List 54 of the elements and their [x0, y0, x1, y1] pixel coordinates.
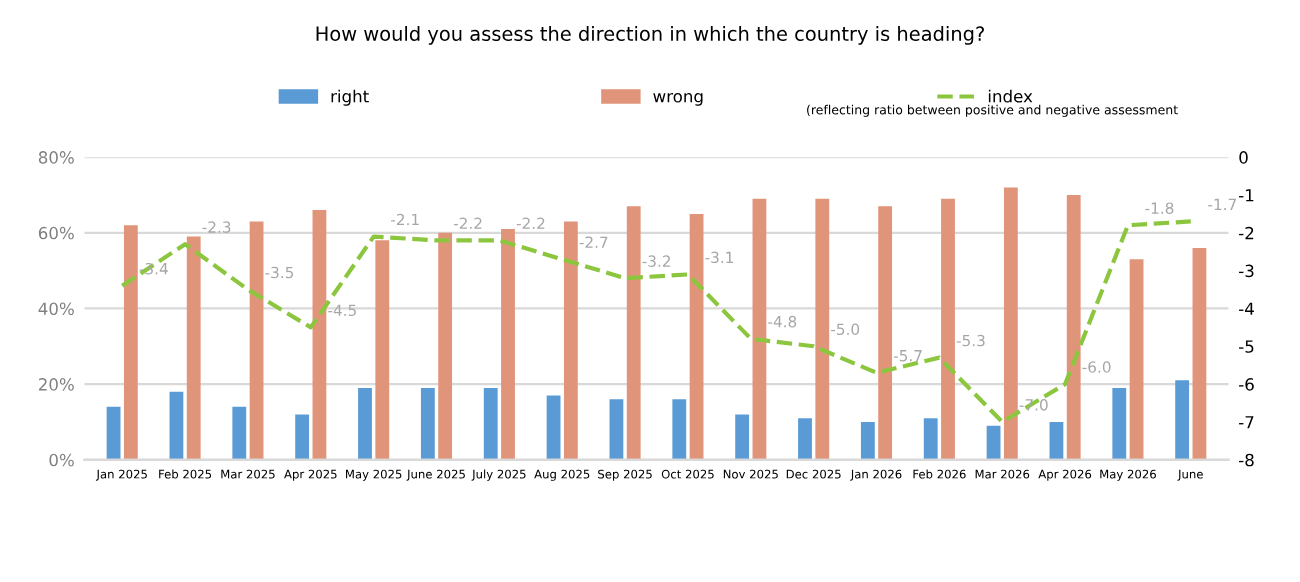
- bar: [986, 425, 1001, 460]
- bar: [546, 395, 561, 460]
- bar: [375, 240, 390, 460]
- chart-title: How would you assess the direction in which the country is heading?: [316, 25, 984, 45]
- bar: [878, 206, 893, 460]
- bar: [941, 198, 955, 460]
- bar: [609, 399, 624, 460]
- bar: [186, 236, 201, 460]
- bar: [358, 387, 372, 460]
- bar: [1049, 421, 1064, 460]
- bar: [1112, 387, 1127, 460]
- y2-tick-label: -1: [1239, 189, 1254, 202]
- bar: [563, 221, 578, 460]
- legend-label: index: [988, 89, 1033, 103]
- y2-tick-label: -3: [1239, 264, 1254, 278]
- y2-tick-label: -2: [1239, 226, 1254, 240]
- y2-tick-label: 0: [1239, 151, 1248, 164]
- bar: [1003, 187, 1018, 460]
- bar: [1129, 259, 1144, 460]
- y2-tick-label: -5: [1239, 340, 1254, 353]
- bar: [672, 399, 687, 460]
- bar: [798, 418, 812, 460]
- legend-label: right: [331, 89, 369, 106]
- y-tick-label: 60%: [38, 226, 74, 240]
- y-tick-label: 20%: [38, 378, 74, 391]
- bar: [123, 225, 138, 460]
- bar: [752, 198, 767, 460]
- bar: [689, 213, 704, 460]
- bar: [483, 387, 498, 460]
- bar: [815, 198, 830, 460]
- legend-label: wrong: [653, 93, 703, 106]
- bar: [420, 387, 435, 460]
- bar: [735, 414, 750, 460]
- bar: [106, 406, 121, 460]
- y-tick-label: 80%: [38, 151, 74, 164]
- y-tick-label: 40%: [38, 302, 74, 316]
- bar: [626, 206, 641, 460]
- bar: [860, 421, 875, 460]
- bar: [501, 229, 515, 460]
- bar: [169, 391, 184, 460]
- bar: [249, 221, 264, 460]
- y-tick-label: 0%: [49, 453, 74, 467]
- bar: [232, 406, 247, 460]
- y2-tick-label: -7: [1239, 416, 1254, 429]
- bar: [923, 418, 938, 460]
- y2-tick-label: -4: [1239, 302, 1254, 315]
- y2-tick-label: -6: [1239, 378, 1254, 391]
- bar: [438, 232, 453, 460]
- bar: [1175, 380, 1190, 460]
- bar: [1192, 247, 1207, 460]
- bar: [1066, 194, 1081, 460]
- y2-tick-label: -8: [1239, 453, 1254, 467]
- bar: [295, 414, 310, 460]
- bar: [312, 210, 327, 460]
